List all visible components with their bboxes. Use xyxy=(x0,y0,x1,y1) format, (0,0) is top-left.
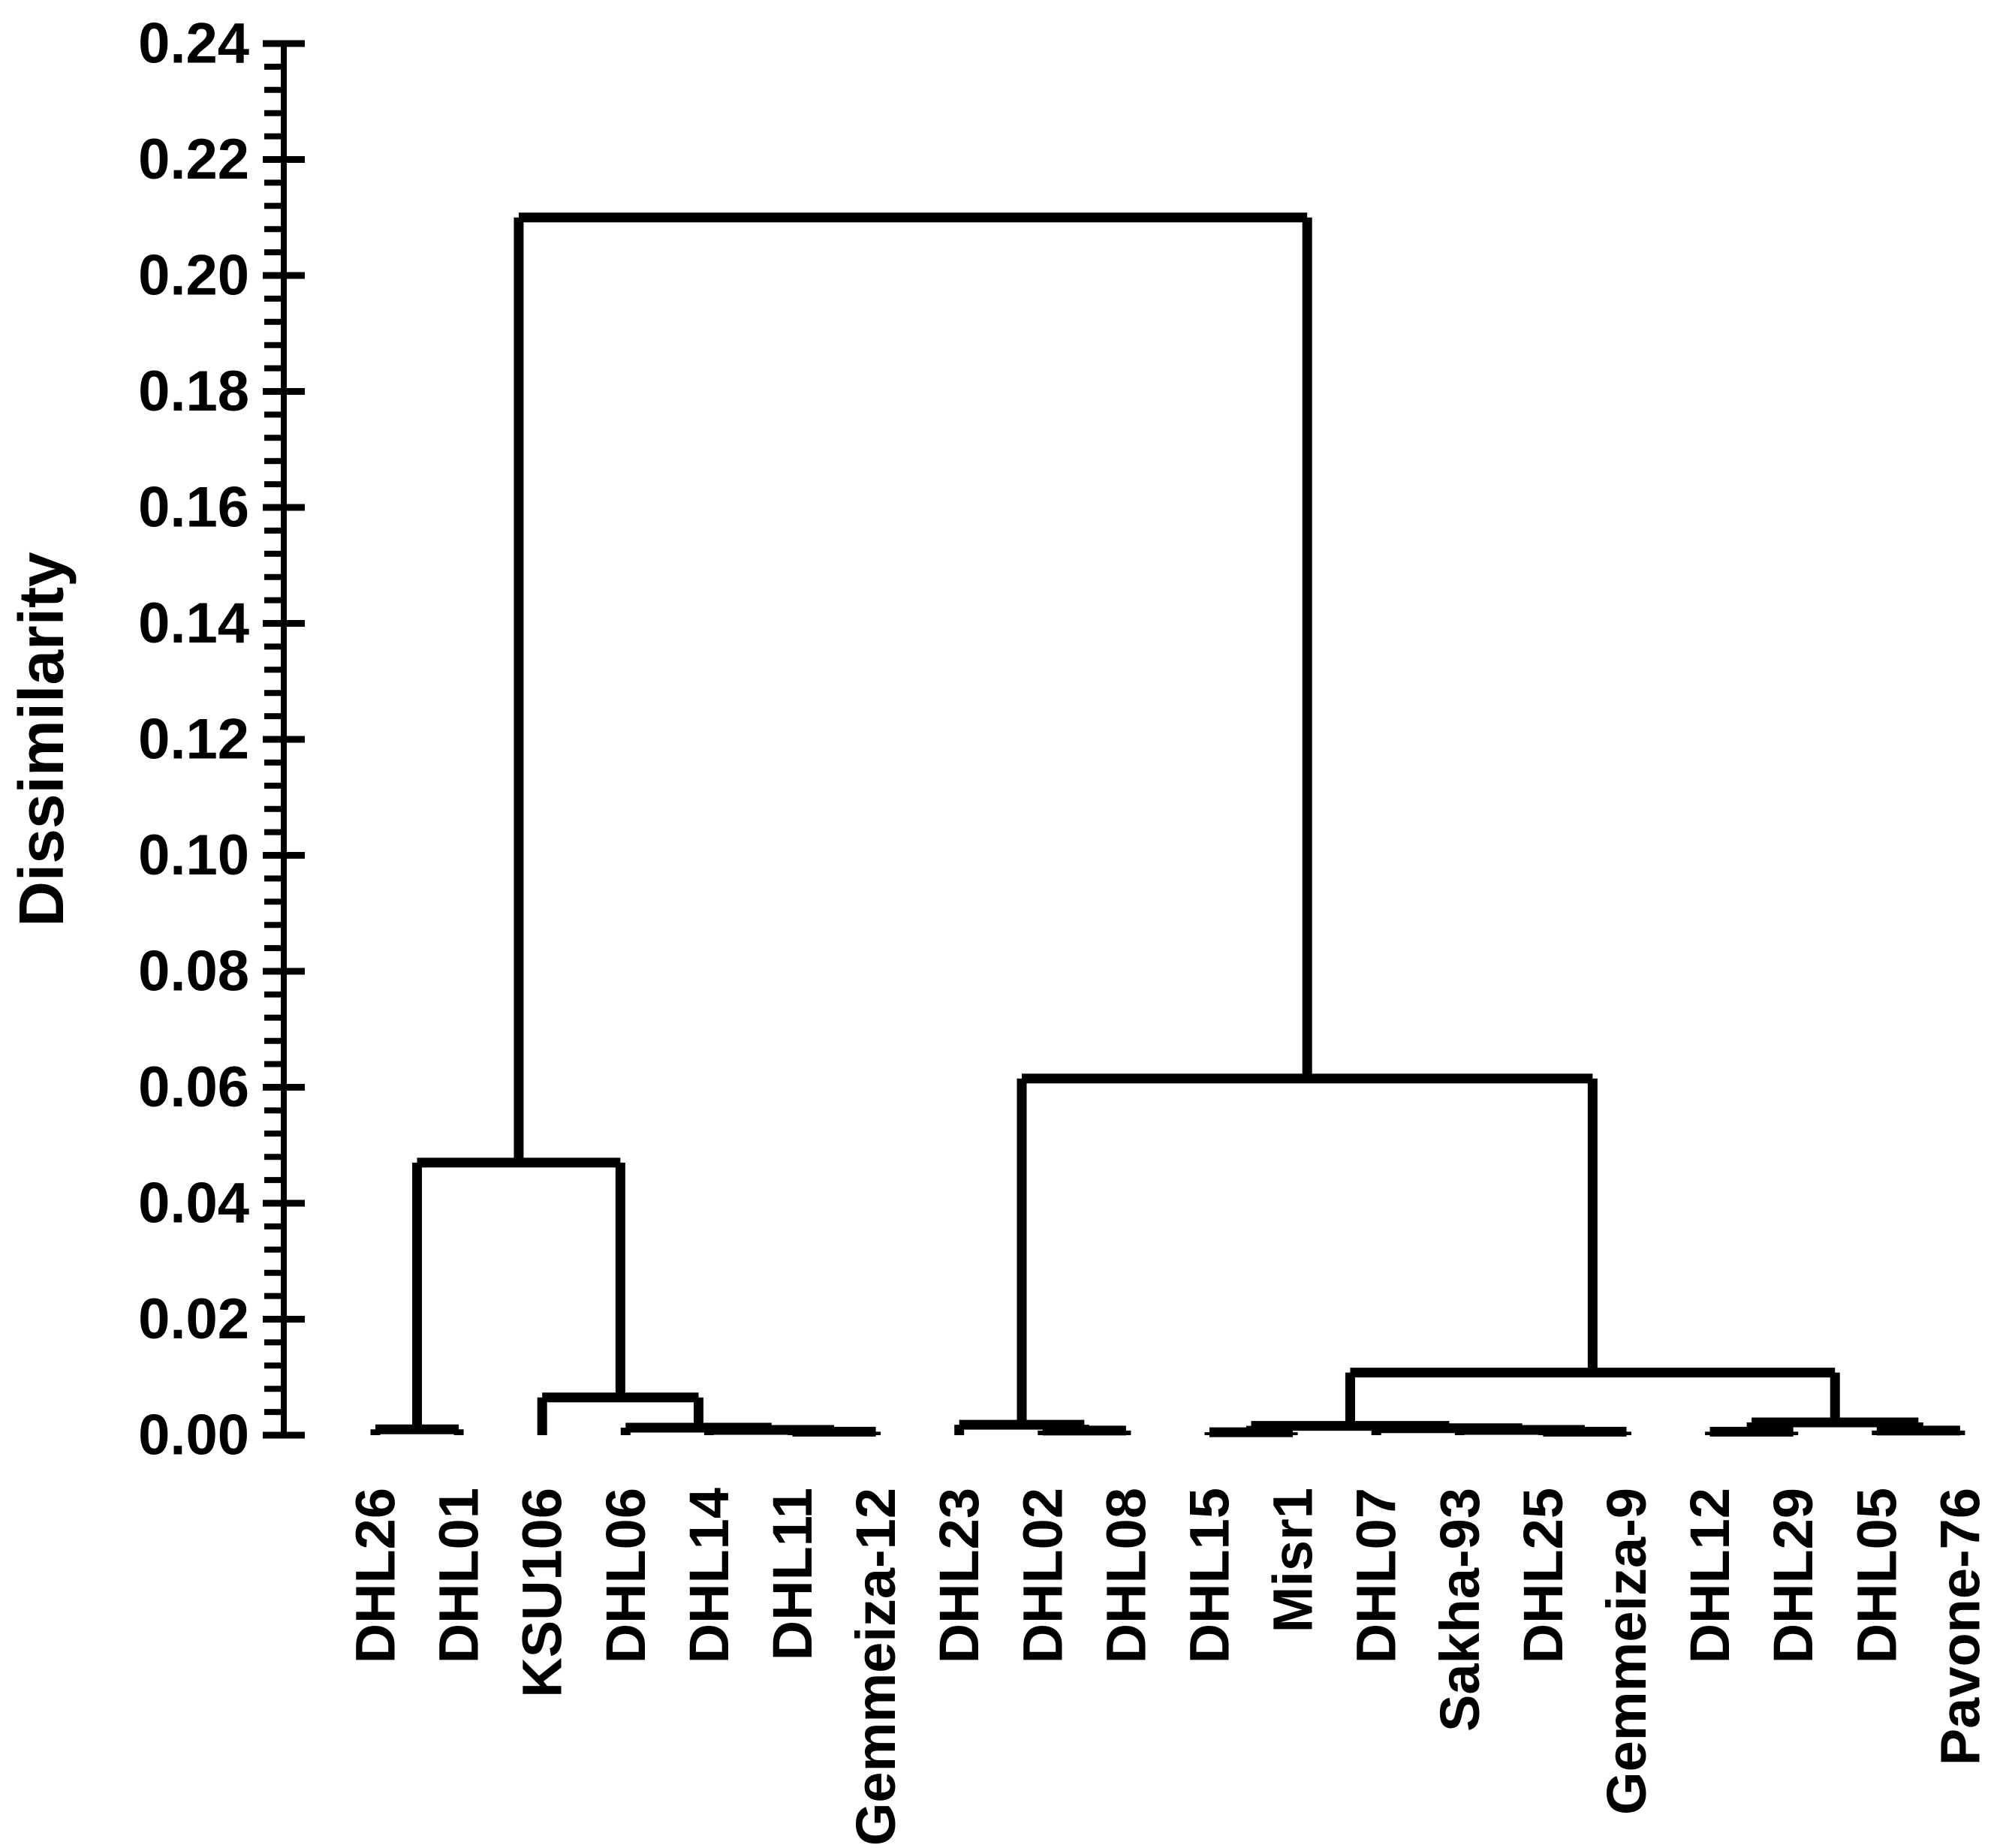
y-tick-label: 0.20 xyxy=(138,244,249,308)
leaf-label: KSU106 xyxy=(511,1488,574,1698)
leaf-label: DHL01 xyxy=(428,1488,490,1663)
leaf-label: DHL23 xyxy=(928,1488,990,1663)
leaf-label: Misr1 xyxy=(1262,1488,1324,1633)
leaf-label: DHL29 xyxy=(1762,1488,1824,1663)
leaf-label: DHL08 xyxy=(1095,1488,1157,1663)
y-tick-label: 0.06 xyxy=(138,1055,249,1119)
leaf-label: DHL05 xyxy=(1845,1488,1908,1663)
leaf-label: DHL12 xyxy=(1679,1488,1741,1663)
y-axis-title: Dissimilarity xyxy=(6,552,77,927)
y-tick-label: 0.08 xyxy=(138,940,249,1004)
y-tick-label: 0.18 xyxy=(138,360,249,423)
leaf-label: DHL14 xyxy=(678,1488,740,1663)
y-tick-label: 0.22 xyxy=(138,128,249,191)
leaf-labels: DHL26 DHL01 KSU106 DHL06 DHL14 DHL11 Gemmeiza-… xyxy=(345,1488,1992,1846)
leaf-label: Sakha-93 xyxy=(1429,1488,1491,1732)
leaf-label: DHL07 xyxy=(1345,1488,1408,1663)
leaf-label: DHL11 xyxy=(761,1488,824,1660)
leaf-label: Pavone-76 xyxy=(1929,1488,1991,1765)
y-tick-label: 0.02 xyxy=(138,1287,249,1351)
leaf-label: DHL06 xyxy=(595,1488,657,1663)
y-tick-label: 0.10 xyxy=(138,823,249,887)
leaf-label: DHL02 xyxy=(1011,1488,1074,1663)
leaf-label: Gemmeiza-12 xyxy=(845,1488,907,1846)
leaf-label: Gemmeiza-9 xyxy=(1595,1488,1658,1815)
leaf-label: DHL15 xyxy=(1179,1488,1241,1663)
y-axis-minor-ticks xyxy=(264,63,285,1416)
y-tick-label: 0.16 xyxy=(138,476,249,540)
y-tick-label: 0.24 xyxy=(138,12,249,76)
y-axis-major-ticks xyxy=(263,40,305,1439)
y-tick-label: 0.04 xyxy=(138,1172,249,1236)
dendrogram-lines xyxy=(370,212,1965,1437)
y-tick-label: 0.12 xyxy=(138,708,249,772)
leaf-label: DHL26 xyxy=(345,1488,407,1663)
leaf-label: DHL25 xyxy=(1512,1488,1574,1663)
y-tick-labels: 0.00 0.02 0.04 0.06 0.08 0.10 0.12 0.14 0.16 0.18… xyxy=(138,12,249,1467)
y-axis xyxy=(263,40,305,1439)
y-tick-label: 0.00 xyxy=(138,1404,249,1467)
y-tick-label: 0.14 xyxy=(138,591,249,655)
